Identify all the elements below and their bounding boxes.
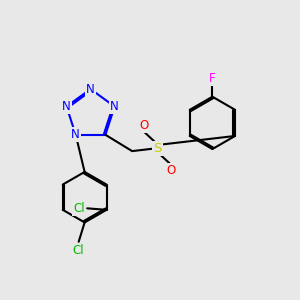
Text: S: S (153, 142, 162, 154)
Text: Cl: Cl (73, 202, 85, 215)
Text: O: O (166, 164, 176, 177)
Text: N: N (71, 128, 80, 141)
Text: Cl: Cl (73, 244, 85, 256)
Text: N: N (86, 82, 95, 96)
Text: N: N (110, 100, 119, 113)
Text: F: F (209, 72, 216, 85)
Text: O: O (140, 119, 149, 132)
Text: N: N (62, 100, 71, 113)
